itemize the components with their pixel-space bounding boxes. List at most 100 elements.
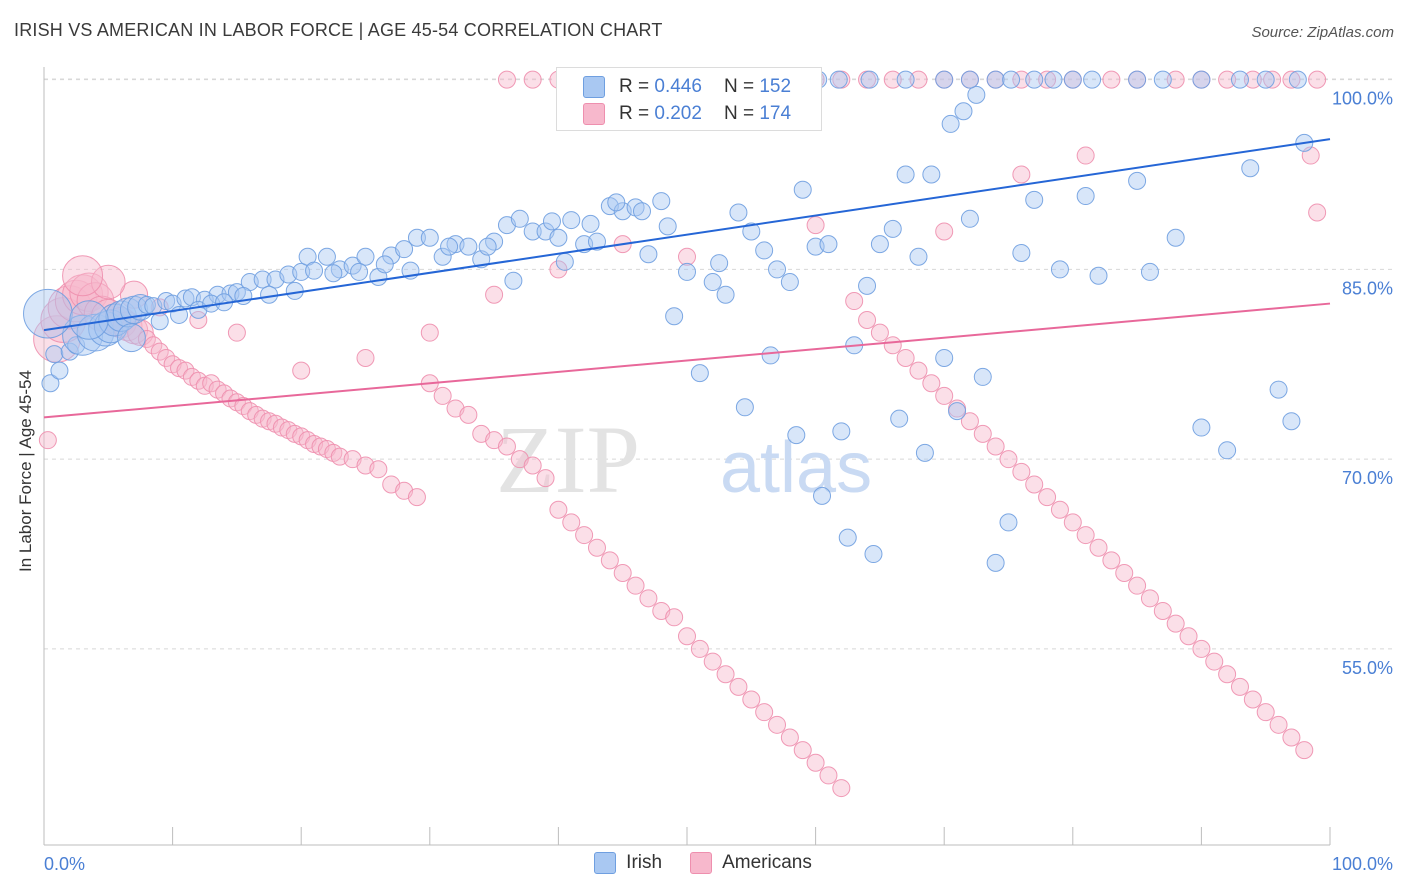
americans-point-3	[47, 285, 92, 330]
irish-point-147	[1128, 70, 1147, 89]
americans-point-62	[549, 500, 568, 519]
irish-point-148	[1153, 70, 1172, 89]
americans-point-69	[639, 589, 658, 608]
americans-point-90	[909, 361, 928, 380]
irish-point-70	[819, 235, 838, 254]
legend-item-irish[interactable]: Irish	[594, 852, 662, 874]
americans-point-133	[292, 361, 311, 380]
americans-point-103	[1076, 526, 1095, 545]
americans-point-112	[1192, 639, 1211, 658]
americans-point-116	[1243, 690, 1262, 709]
irish-point-95	[1241, 159, 1260, 178]
irish-point-3	[60, 342, 79, 361]
irish-point-88	[1076, 187, 1095, 206]
irish-point-94	[1218, 441, 1237, 460]
irish-swatch-icon	[583, 76, 605, 98]
irish-point-45	[510, 209, 529, 228]
irish-point-2	[45, 345, 64, 364]
irish-point-113	[375, 255, 394, 274]
irish-point-61	[703, 273, 722, 292]
americans-point-64	[575, 526, 594, 545]
americans-point-18	[157, 348, 176, 367]
irish-point-127	[813, 486, 832, 505]
americans-point-58	[497, 437, 516, 456]
irish-point-99	[23, 288, 73, 339]
irish-point-28	[292, 262, 311, 281]
irish-point-131	[915, 443, 934, 462]
irish-point-78	[922, 165, 941, 184]
irish-point-97	[1282, 412, 1301, 431]
irish-point-82	[973, 367, 992, 386]
americans-point-140	[1166, 70, 1185, 89]
americans-point-142	[1218, 70, 1237, 89]
legend-americans-label: Americans	[722, 852, 812, 873]
irish-point-123	[710, 254, 729, 273]
americans-point-111	[1179, 627, 1198, 646]
americans-point-72	[678, 627, 696, 646]
americans-point-139	[62, 255, 104, 297]
americans-point-148	[1102, 70, 1121, 89]
americans-point-67	[613, 564, 632, 583]
irish-point-149	[1192, 70, 1211, 89]
irish-point-64	[742, 222, 761, 241]
irish-point-115	[440, 237, 459, 256]
americans-point-99	[1025, 475, 1044, 494]
americans-point-94	[960, 412, 979, 431]
americans-point-124	[1012, 165, 1031, 184]
americans-point-87	[870, 323, 889, 342]
irish-point-142	[1002, 70, 1021, 89]
irish-point-36	[395, 240, 414, 259]
bottom-legend: Irish Americans	[0, 852, 1406, 874]
stats-row-americans: R = 0.202 N = 174	[583, 100, 791, 128]
irish-point-83	[986, 553, 1005, 572]
americans-point-60	[523, 456, 542, 475]
grid-lines	[44, 78, 1394, 650]
americans-r-label: R =	[619, 103, 650, 124]
americans-point-25	[202, 374, 221, 393]
americans-point-130	[485, 285, 504, 304]
irish-point-81	[960, 209, 979, 228]
irish-r-label: R =	[619, 76, 650, 97]
irish-point-146	[1083, 70, 1102, 89]
americans-point-77	[742, 690, 761, 709]
americans-point-135	[189, 311, 208, 330]
irish-point-139	[935, 70, 954, 89]
x-tick-labels: 0.0% 100.0%	[44, 854, 1393, 874]
americans-point-76	[729, 677, 748, 696]
irish-point-57	[652, 192, 671, 211]
americans-point-120	[1295, 741, 1314, 760]
irish-point-124	[735, 398, 754, 417]
americans-trend-line	[43, 302, 1331, 419]
americans-point-84	[832, 779, 851, 798]
irish-point-30	[317, 247, 336, 266]
americans-point-21	[176, 361, 195, 380]
irish-point-92	[1166, 228, 1185, 247]
irish-point-18	[176, 289, 195, 308]
irish-point-144	[1044, 70, 1063, 89]
irish-point-110	[305, 261, 324, 280]
irish-point-62	[716, 285, 735, 304]
irish-point-122	[658, 217, 677, 236]
legend-irish-label: Irish	[626, 852, 663, 873]
irish-point-137	[860, 70, 879, 89]
legend-item-americans[interactable]: Americans	[690, 852, 812, 874]
x-tick-label-1: 100.0%	[1332, 854, 1393, 874]
irish-point-118	[542, 212, 561, 231]
irish-point-63	[729, 203, 748, 222]
watermark-zip: ZIP	[496, 406, 640, 513]
irish-point-56	[639, 245, 658, 264]
irish-point-75	[883, 219, 902, 238]
irish-point-21	[208, 285, 227, 304]
americans-point-155	[909, 70, 928, 89]
irish-point-134	[967, 85, 986, 104]
stats-row-irish: R = 0.446 N = 152	[583, 73, 791, 101]
americans-point-89	[896, 348, 915, 367]
irish-trend-line	[43, 138, 1331, 332]
irish-point-89	[1089, 266, 1108, 285]
americans-point-143	[1243, 70, 1262, 89]
irish-point-49	[555, 252, 574, 271]
americans-point-115	[1230, 677, 1249, 696]
irish-point-60	[690, 364, 709, 383]
americans-point-102	[1063, 513, 1082, 532]
